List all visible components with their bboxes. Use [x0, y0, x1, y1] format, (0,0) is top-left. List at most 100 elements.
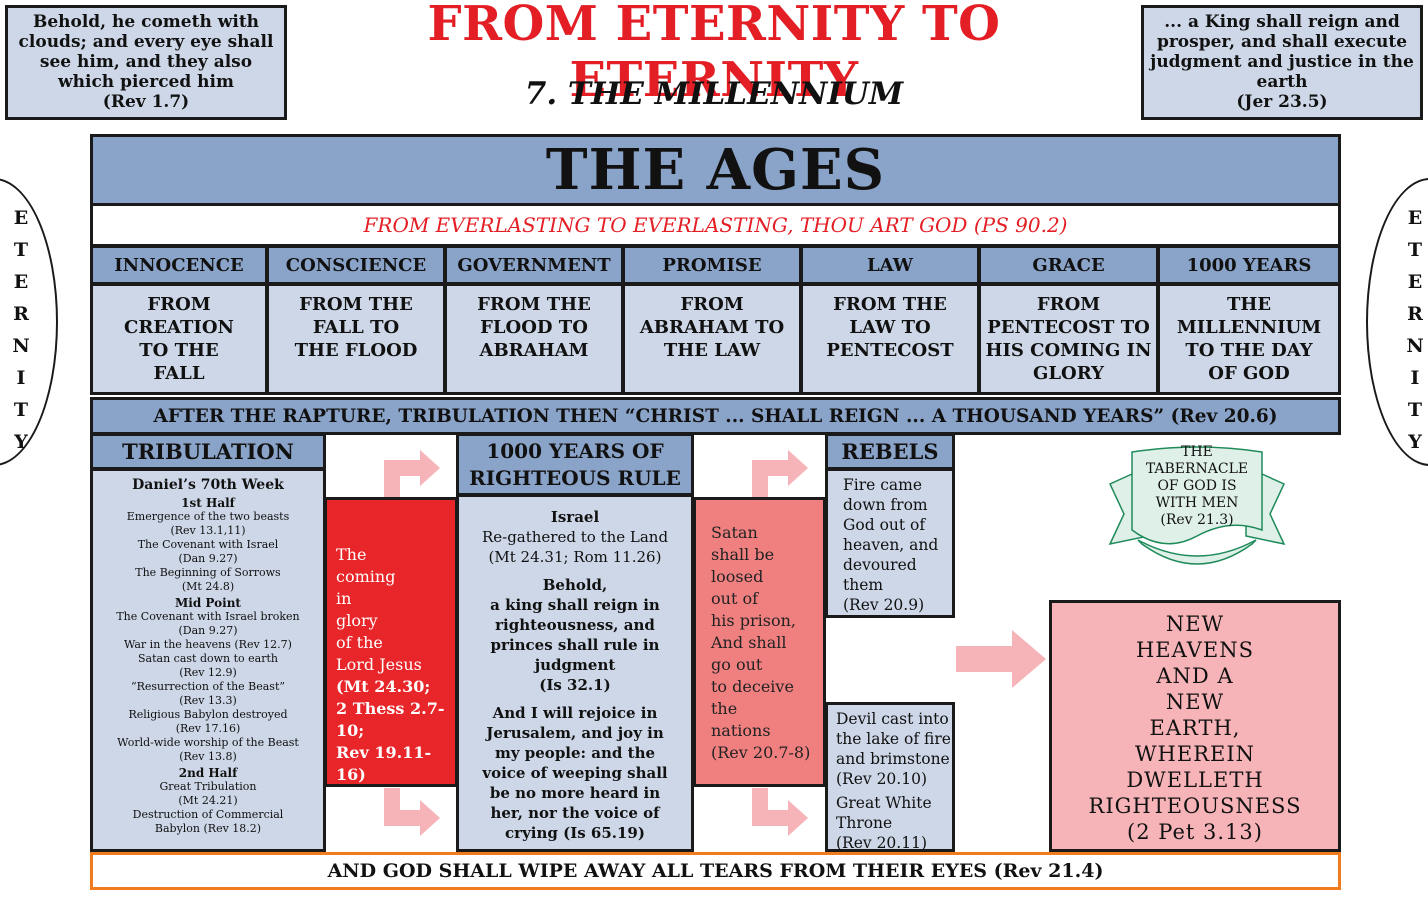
satan-loosed-text: Satan shall be loosed out of his prison, And …	[711, 522, 823, 764]
tabernacle-line: WITH MEN	[1155, 495, 1239, 511]
judgment-panel: Devil cast into the lake of fire and brims…	[825, 702, 955, 852]
coming-in-glory-line: 2 Thess 2.7-10;	[336, 699, 445, 740]
new-heavens-line: (2 Pet 3.13)	[1127, 820, 1263, 844]
tribulation-item: Emergence of the two beasts	[126, 510, 290, 523]
tribulation-group: 1st Half Emergence of the two beasts (Rev …	[93, 496, 323, 594]
coming-in-glory-line: of the	[336, 633, 383, 652]
king-reign-line: judgment	[534, 656, 616, 674]
coming-in-glory-line: Rev 19.11-16)	[336, 743, 432, 784]
tribulation-item: Satan cast down to earth	[138, 652, 278, 665]
page-title: FROM ETERNITY TO ETERNITY	[427, 0, 1001, 108]
satan-loosed-line: Satan	[711, 523, 758, 542]
king-reign-line: righteousness, and	[495, 616, 655, 634]
new-heavens-line: NEW	[1165, 690, 1225, 714]
age-description-line: HIS COMING IN	[985, 340, 1152, 361]
righteous-rule-panel: Israel Re-gathered to the Land (Mt 24.31;…	[456, 494, 694, 852]
new-heavens-line: EARTH,	[1149, 716, 1241, 740]
right-quote-box: ... a King shall reign and prosper, and …	[1141, 5, 1423, 120]
age-description: THE MILLENNIUM TO THE DAY OF GOD	[1157, 283, 1341, 395]
israel-text: Re-gathered to the Land (Mt 24.31; Rom 11…	[459, 527, 691, 567]
tribulation-item: (Rev 12.9)	[179, 666, 237, 679]
age-description-line: PENTECOST	[826, 340, 954, 361]
satan-loosed-box: Satan shall be loosed out of his prison, And …	[693, 497, 826, 787]
israel-line: (Mt 24.31; Rom 11.26)	[488, 548, 662, 566]
great-white-throne-line: Throne	[836, 814, 893, 832]
rebels-heading: REBELS	[825, 433, 955, 470]
tribulation-item: Babylon (Rev 18.2)	[154, 822, 262, 835]
tribulation-item: (Mt 24.21)	[178, 794, 238, 807]
right-quote-text: ... a King shall reign and prosper, and …	[1150, 12, 1414, 92]
tribulation-heading: TRIBULATION	[90, 433, 326, 470]
age-description-line: ABRAHAM	[479, 340, 589, 361]
king-reign-text: Behold, a king shall reign in righteousnes…	[459, 575, 691, 695]
tabernacle-line: THE	[1181, 444, 1213, 460]
satan-loosed-line: the	[711, 699, 738, 718]
rapture-banner-text: AFTER THE RAPTURE, TRIBULATION THEN “CHR…	[153, 405, 1278, 427]
king-reign-line: princes shall rule in	[490, 636, 660, 654]
new-heavens-line: AND A	[1156, 664, 1234, 688]
tribulation-item: (Dan 9.27)	[178, 552, 238, 565]
new-heavens-line: NEW	[1165, 612, 1225, 636]
tribulation-group-title: Mid Point	[175, 596, 241, 610]
tribulation-groups: 1st Half Emergence of the two beasts (Rev …	[93, 496, 323, 836]
rebels-line: heaven, and	[843, 536, 939, 554]
rejoice-line: be no more heard in	[489, 784, 661, 802]
satan-loosed-line: out of	[711, 589, 759, 608]
tribulation-group: 2nd Half Great Tribulation (Mt 24.21) Destr…	[93, 766, 323, 836]
devil-cast-line: and brimstone	[836, 750, 950, 768]
age-description-line: TO THE DAY	[1185, 340, 1313, 361]
age-description: FROM CREATION TO THE FALL	[90, 283, 268, 395]
rebels-line: devoured	[843, 556, 917, 574]
israel-line: Re-gathered to the Land	[481, 528, 669, 546]
devil-cast-text: Devil cast into the lake of fire and brims…	[836, 709, 952, 789]
rebels-line: them	[843, 576, 884, 594]
new-heavens-line: RIGHTEOUSNESS	[1088, 794, 1302, 818]
footer-text: AND GOD SHALL WIPE AWAY ALL TEARS FROM T…	[327, 860, 1104, 882]
rejoice-text: And I will rejoice in Jerusalem, and joy …	[459, 703, 691, 843]
new-heavens-text: NEW HEAVENS AND A NEW EARTH, WHEREIN DWELLETH R…	[1052, 611, 1338, 845]
tribulation-item: Destruction of Commercial	[132, 808, 284, 821]
rebels-panel: Fire came down from God out of heaven, and d…	[825, 468, 955, 618]
rejoice-line: Jerusalem, and joy in	[486, 724, 664, 742]
tribulation-item: (Rev 17.16)	[175, 722, 241, 735]
age-heading: GRACE	[978, 245, 1159, 285]
age-description-line: MILLENNIUM	[1176, 317, 1322, 338]
tribulation-group-title: 1st Half	[181, 496, 235, 510]
age-description-line: FALL TO	[312, 317, 400, 338]
rejoice-line: And I will rejoice in	[492, 704, 658, 722]
tabernacle-line: (Rev 21.3)	[1160, 512, 1234, 528]
coming-in-glory-text: The coming in glory of the Lord Jesus (Mt 24.3…	[336, 544, 455, 786]
rebels-line: (Rev 20.9)	[843, 596, 925, 614]
age-heading: LAW	[800, 245, 980, 285]
tribulation-item: Religious Babylon destroyed	[128, 708, 288, 721]
tribulation-item: Great Tribulation	[159, 780, 257, 793]
tribulation-panel: Daniel’s 70th Week 1st Half Emergence of …	[90, 468, 326, 852]
age-description-line: THE	[1226, 294, 1272, 315]
king-reign-line: (Is 32.1)	[539, 676, 611, 694]
righteous-rule-heading-line2: RIGHTEOUS RULE	[469, 466, 681, 490]
ages-title: THE AGES	[545, 137, 886, 203]
tribulation-item: (Mt 24.8)	[181, 580, 235, 593]
arrow-down-right-2	[752, 788, 808, 836]
coming-in-glory-line: The	[336, 545, 367, 564]
devil-cast-line: the lake of fire	[836, 730, 951, 748]
age-description-line: GLORY	[1033, 363, 1104, 384]
right-quote-ref: (Jer 23.5)	[1236, 92, 1328, 112]
tribulation-item: The Covenant with Israel broken	[116, 610, 300, 623]
age-description: FROM THE LAW TO PENTECOST	[800, 283, 980, 395]
age-description-line: FROM	[147, 294, 211, 315]
tabernacle-line: TABERNACLE	[1145, 461, 1249, 477]
coming-in-glory-line: coming	[336, 567, 396, 586]
age-description-line: ABRAHAM TO	[639, 317, 785, 338]
age-description-line: FROM	[680, 294, 744, 315]
age-description-line: THE LAW	[663, 340, 761, 361]
tribulation-item: World-wide worship of the Beast	[117, 736, 299, 749]
new-heavens-line: DWELLETH	[1126, 768, 1264, 792]
ages-verse-box: FROM EVERLASTING TO EVERLASTING, THOU AR…	[90, 203, 1341, 247]
tabernacle-line: OF GOD IS	[1157, 478, 1237, 494]
great-white-throne-text: Great White Throne (Rev 20.11)	[836, 793, 952, 853]
age-description-line: PENTECOST TO	[987, 317, 1150, 338]
age-description-line: FLOOD TO	[480, 317, 588, 338]
tribulation-item: (Rev 13.8)	[179, 750, 237, 763]
